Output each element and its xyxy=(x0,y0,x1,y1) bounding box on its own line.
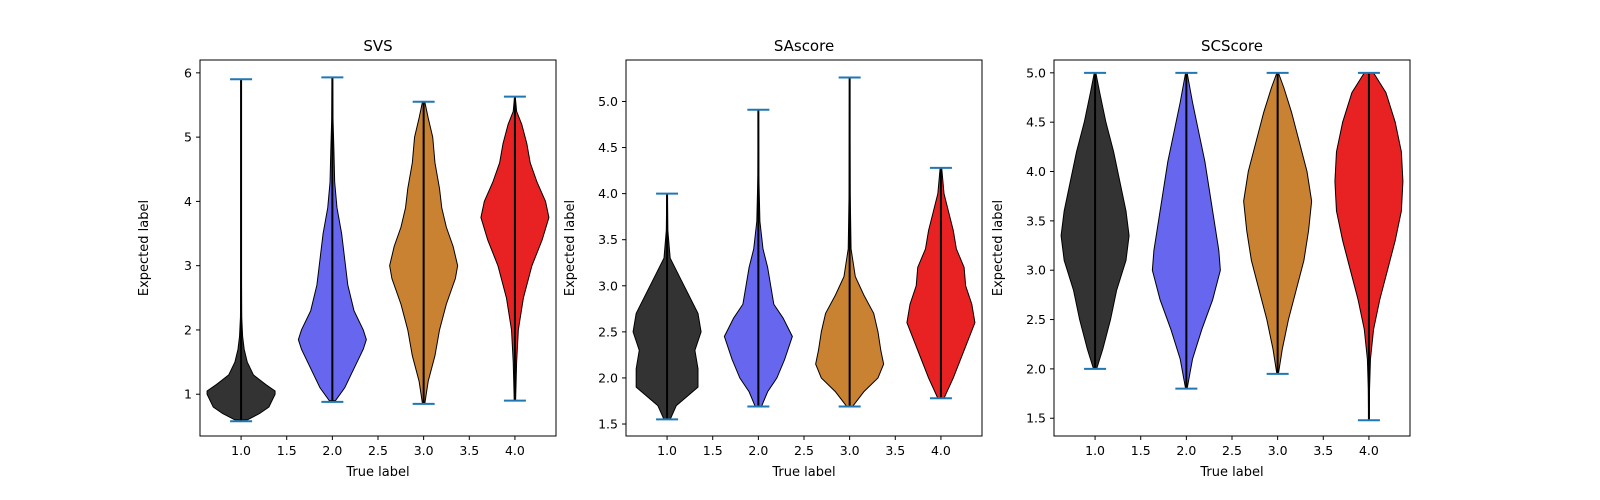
x-tick-label: 3.0 xyxy=(840,443,860,458)
x-tick-label: 2.5 xyxy=(1222,443,1242,458)
x-tick-label: 1.5 xyxy=(277,443,297,458)
x-tick-label: 2.0 xyxy=(1176,443,1196,458)
x-tick-label: 2.0 xyxy=(322,443,342,458)
x-axis-label: True label xyxy=(1199,465,1263,480)
y-tick-label: 1 xyxy=(184,387,192,402)
x-axis-label: True label xyxy=(771,465,835,480)
y-tick-label: 5.0 xyxy=(598,94,618,109)
y-axis-label: Expected label xyxy=(991,200,1006,296)
x-tick-label: 1.0 xyxy=(657,443,677,458)
x-tick-label: 4.0 xyxy=(931,443,951,458)
panel-3: SCScore True label Expected label 1.0 1.5 2.0… xyxy=(991,37,1411,480)
y-tick-label: 1.5 xyxy=(598,417,618,432)
y-tick-label: 2.5 xyxy=(598,324,618,339)
x-tick-label: 1.5 xyxy=(703,443,723,458)
y-tick-label: 5.0 xyxy=(1026,65,1046,80)
y-tick-label: 2.0 xyxy=(598,370,618,385)
x-tick-label: 3.5 xyxy=(1313,443,1333,458)
y-tick-label: 2 xyxy=(184,322,192,337)
x-tick-label: 4.0 xyxy=(1359,443,1379,458)
y-tick-label: 5 xyxy=(184,130,192,145)
x-tick-label: 2.5 xyxy=(368,443,388,458)
x-tick-label: 2.0 xyxy=(748,443,768,458)
x-tick-label: 2.5 xyxy=(794,443,814,458)
x-tick-label: 4.0 xyxy=(505,443,525,458)
y-tick-label: 1.5 xyxy=(1026,411,1046,426)
x-tick-label: 3.5 xyxy=(885,443,905,458)
y-tick-label: 4.0 xyxy=(598,186,618,201)
y-tick-label: 4.5 xyxy=(598,140,618,155)
chart-title: SCScore xyxy=(1201,37,1263,55)
y-tick-label: 4 xyxy=(184,194,192,209)
x-tick-label: 3.0 xyxy=(414,443,434,458)
panel-1: SVS True label Expected label 1.0 1.5 2.0 2.5 3… xyxy=(137,37,557,480)
y-tick-label: 3 xyxy=(184,258,192,273)
y-axis-label: Expected label xyxy=(563,200,578,296)
y-tick-label: 4.5 xyxy=(1026,115,1046,130)
y-tick-label: 3.5 xyxy=(598,232,618,247)
y-tick-label: 6 xyxy=(184,65,192,80)
y-axis-label: Expected label xyxy=(137,200,152,296)
y-tick-label: 3.0 xyxy=(1026,263,1046,278)
x-tick-label: 3.0 xyxy=(1268,443,1288,458)
x-tick-label: 1.5 xyxy=(1131,443,1151,458)
y-tick-label: 2.0 xyxy=(1026,361,1046,376)
y-tick-label: 3.5 xyxy=(1026,213,1046,228)
x-axis-label: True label xyxy=(345,465,409,480)
chart-title: SAscore xyxy=(774,37,834,55)
x-tick-label: 1.0 xyxy=(1085,443,1105,458)
chart-title: SVS xyxy=(363,37,392,55)
x-tick-label: 1.0 xyxy=(231,443,251,458)
y-tick-label: 4.0 xyxy=(1026,164,1046,179)
y-tick-label: 3.0 xyxy=(598,278,618,293)
x-tick-label: 3.5 xyxy=(459,443,479,458)
y-tick-label: 2.5 xyxy=(1026,312,1046,327)
panel-2: SAscore True label Expected label 1.0 1.5 2.0… xyxy=(563,37,983,480)
